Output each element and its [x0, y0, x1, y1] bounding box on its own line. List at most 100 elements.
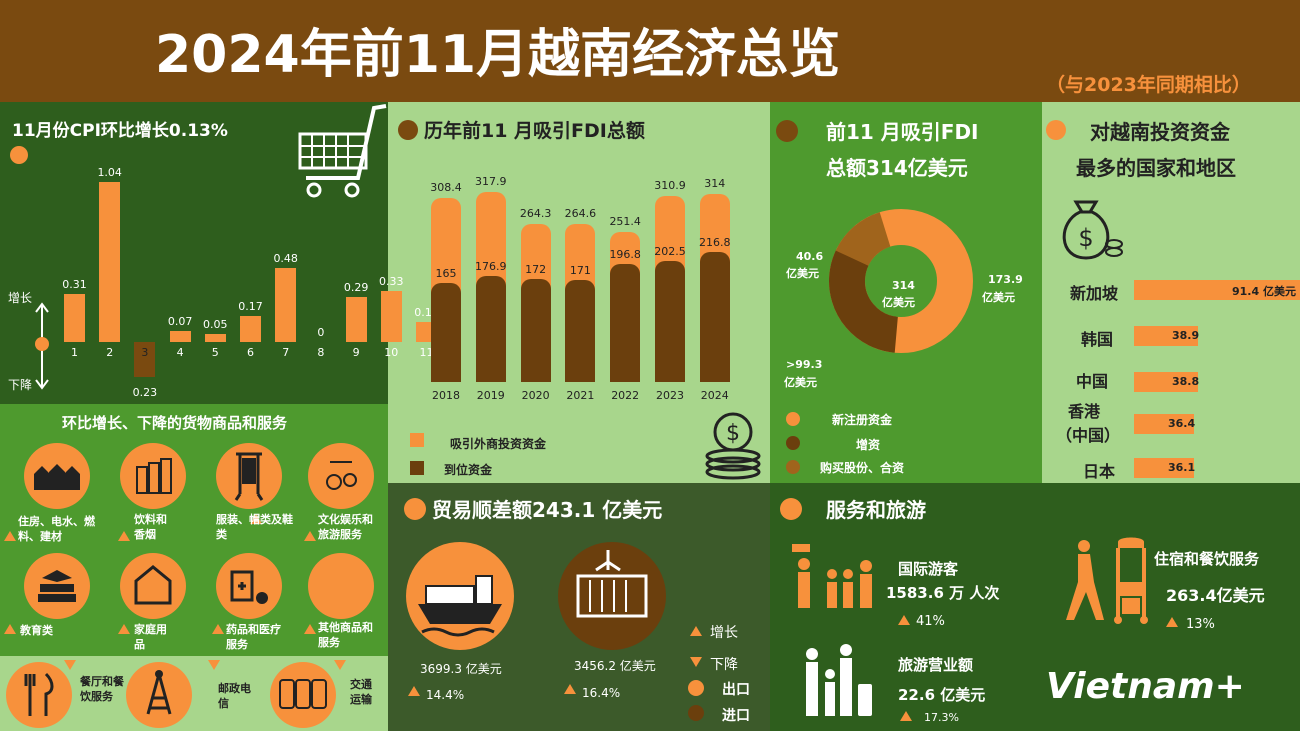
legend-down-label: 下降 — [710, 657, 738, 673]
cpi-month-label: 11 — [419, 346, 434, 359]
visitors-label: 国际游客 — [898, 560, 959, 578]
fdi-disbursed-bar — [565, 279, 596, 382]
fdi-disbursed-bar — [699, 252, 730, 382]
antenna-glyph-icon — [146, 670, 172, 715]
visitors-growth: 41% — [916, 614, 945, 629]
beverage-icon — [120, 443, 186, 509]
cars-glyph-icon — [279, 679, 327, 709]
cpi-value-label: 0.48 — [273, 252, 298, 266]
seg3-unit: 亿美元 — [784, 376, 817, 389]
family-travel-icon — [806, 644, 872, 716]
cpi-value-label: 0.33 — [379, 275, 404, 289]
house-glyph-icon — [134, 565, 172, 605]
vietnamplus-logo: Vietnam+ — [1046, 666, 1245, 707]
country-value-hongkong: 36.4 — [1168, 417, 1196, 430]
cpi-month-label: 2 — [106, 346, 114, 359]
page-subtitle: （与2023年同期相比） — [1046, 74, 1251, 96]
medicine-up-icon — [212, 624, 224, 634]
cpi-value-label: 0.29 — [343, 281, 369, 295]
fdi-year-label: 2018 — [432, 389, 460, 402]
country-bar-china — [1134, 372, 1198, 392]
other-goods-icon — [308, 553, 374, 619]
country-name-singapore: 新加坡 — [1070, 284, 1119, 303]
import-growth: 16.4% — [582, 686, 621, 700]
fdi-history-dot — [398, 120, 418, 140]
cpi-bar — [204, 334, 226, 342]
fdi-disbursed-bar — [610, 264, 641, 382]
music-glyph-icon — [326, 461, 357, 490]
header — [0, 0, 1300, 102]
cpi-up-label: 增长 — [8, 291, 33, 305]
export-up-icon — [408, 686, 420, 696]
legend-import-label: 进口 — [722, 708, 750, 724]
money-bag-icon: $ — [1062, 200, 1123, 260]
fdi-disbursed-label: 171 — [569, 263, 591, 277]
household-label: 家庭用品 — [134, 623, 167, 651]
visitors-value: 1583.6 万 人次 — [886, 584, 1000, 602]
cpi-value-label: 0.17 — [238, 299, 263, 313]
cpi-bar — [275, 268, 297, 342]
cpi-bar — [99, 182, 121, 342]
fdi-disbursed-bar — [475, 276, 506, 382]
ship-export-icon — [406, 542, 514, 650]
country-bar-hongkong — [1134, 414, 1194, 434]
revenue-up-icon — [900, 711, 912, 721]
legend-import-dot — [688, 705, 704, 721]
visitors-up-icon — [898, 615, 910, 625]
hospitality-up-icon — [1166, 617, 1178, 627]
up-down-arrow-icon — [35, 302, 49, 390]
container-import-icon — [558, 542, 666, 650]
country-name-korea: 韩国 — [1081, 330, 1114, 349]
fork-knife-glyph-icon — [24, 672, 54, 716]
tourists-icon — [792, 544, 872, 608]
country-name-japan: 日本 — [1083, 462, 1116, 481]
countries-title-1: 对越南投资资金 — [1090, 120, 1230, 144]
other-goods-up-icon — [304, 624, 316, 634]
pills-glyph-icon — [230, 570, 268, 604]
hospitality-value: 263.4亿美元 — [1166, 586, 1265, 605]
countries-title-2: 最多的国家和地区 — [1076, 156, 1236, 180]
cpi-value-label: 1.04 — [97, 166, 122, 179]
household-icon — [120, 553, 186, 619]
fdi-total-title-2: 总额314亿美元 — [826, 156, 968, 180]
country-value-korea: 38.9 — [1172, 329, 1200, 342]
houses-glyph-icon — [34, 464, 80, 490]
cpi-bar — [169, 331, 191, 342]
legend-export-dot — [688, 680, 704, 696]
svg-text:$: $ — [726, 421, 740, 446]
fdi-disbursed-bar — [431, 283, 461, 382]
fdi-registered-label: 251.4 — [609, 214, 641, 228]
clothing-up-icon — [250, 514, 262, 524]
seg1-unit: 亿美元 — [982, 291, 1015, 304]
cpi-bar — [380, 291, 402, 342]
fdi-donut-chart — [829, 209, 973, 353]
beverage-up-icon — [118, 531, 130, 541]
medicine-label: 药品和医疗服务 — [226, 623, 281, 651]
education-up-icon — [4, 624, 16, 634]
legend-new-label: 新注册资金 — [832, 413, 893, 427]
fdi-disbursed-label: 165 — [435, 267, 457, 281]
country-name-hongkong-2: （中国） — [1056, 426, 1121, 445]
page-title: 2024年前11月越南经济总览 — [155, 25, 841, 85]
trade-title: 贸易顺差额243.1 亿美元 — [432, 498, 663, 522]
seg2-unit: 亿美元 — [786, 267, 819, 280]
country-name-china: 中国 — [1076, 372, 1109, 391]
import-value: 3456.2 亿美元 — [574, 659, 656, 673]
fdi-disbursed-label: 196.8 — [609, 248, 641, 262]
seg1-value: 173.9 — [988, 273, 1023, 286]
housing-up-icon — [4, 531, 16, 541]
fdi-year-label: 2023 — [656, 389, 684, 402]
cpi-value-label: 0.05 — [203, 318, 228, 332]
countries-dot — [1046, 120, 1066, 140]
fdi-registered-label: 264.3 — [519, 207, 552, 221]
restaurant-down-icon — [64, 660, 76, 670]
legend-down-icon — [690, 657, 702, 667]
cpi-month-label: 1 — [71, 346, 78, 359]
telecom-down-icon — [208, 660, 220, 670]
cpi-value-label: 0.31 — [62, 278, 87, 292]
cpi-month-label: 9 — [352, 346, 360, 359]
legend-registered-swatch — [410, 433, 424, 447]
cpi-down-label: 下降 — [8, 378, 33, 392]
fdi-disbursed-bar — [520, 279, 551, 382]
legend-up-label: 增长 — [710, 625, 738, 641]
